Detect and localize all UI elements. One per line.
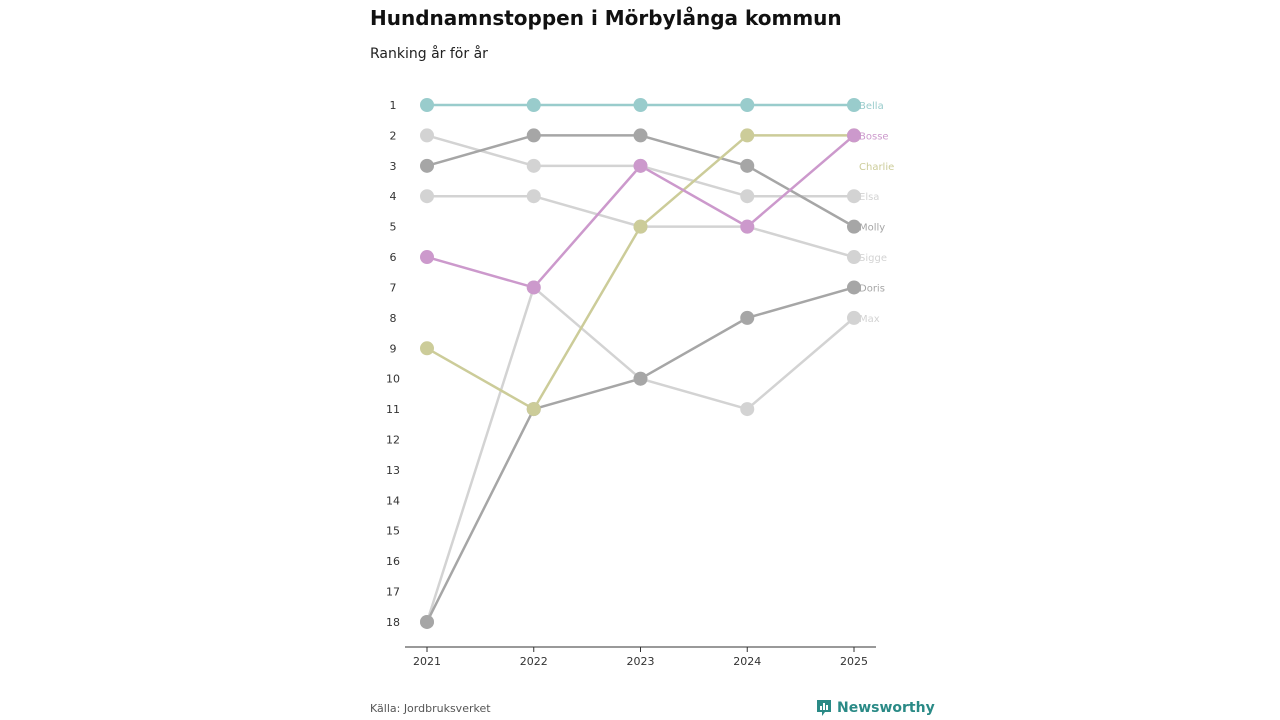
x-tick-2024: 2024 [733,655,761,668]
series-labels: Elsa Sigge Max Molly Doris Charlie Bosse Bella [859,101,894,325]
x-axis: 2021 2022 2023 2024 2025 [405,646,876,668]
point-sigge-2022 [526,158,541,173]
point-max-2024 [740,402,755,417]
line-molly [425,134,856,228]
x-tick-2021: 2021 [413,655,441,668]
point-sigge-2024 [740,189,755,204]
point-doris-2021 [420,614,434,629]
y-tick-4: 4 [390,190,397,203]
y-tick-14: 14 [386,494,400,507]
y-tick-6: 6 [390,251,397,264]
point-bosse-2024 [740,219,755,234]
point-charlie-2021 [420,341,434,356]
y-tick-17: 17 [386,586,400,599]
x-tick-2022: 2022 [520,655,548,668]
point-bosse-2025 [847,128,861,143]
line-charlie [425,134,856,411]
point-molly-2023 [633,128,648,143]
point-sigge-2021 [420,128,434,143]
point-doris-2024 [740,310,755,325]
y-tick-10: 10 [386,373,400,386]
label-bella: Bella [859,101,884,112]
point-bosse-2021 [420,250,434,265]
bar-chart-icon [817,700,831,716]
y-tick-5: 5 [390,221,397,234]
x-tick-2023: 2023 [627,655,655,668]
point-charlie-2022 [526,402,541,417]
point-molly-2021 [420,158,434,173]
point-molly-2024 [740,158,755,173]
label-bosse: Bosse [859,131,889,142]
point-bosse-2023 [633,158,648,173]
point-doris-2023 [633,371,648,386]
point-bella-2024 [740,98,755,112]
y-tick-18: 18 [386,616,400,629]
label-sigge: Sigge [859,253,887,264]
y-tick-1: 1 [390,99,397,112]
point-sigge-2025 [847,189,861,204]
point-bosse-2022 [526,280,541,295]
y-tick-16: 16 [386,555,400,568]
y-tick-8: 8 [390,312,397,325]
point-bella-2025 [847,98,861,112]
y-tick-12: 12 [386,434,400,447]
point-molly-2022 [526,128,541,143]
line-doris [425,286,856,624]
label-max: Max [859,314,880,325]
point-bella-2021 [420,98,434,112]
brand-logo[interactable]: Newsworthy [816,699,935,717]
point-doris-2025 [847,280,861,295]
label-molly: Molly [859,223,885,234]
y-tick-2: 2 [390,129,397,142]
chart-title: Hundnamnstoppen i Mörbylånga kommun [370,6,842,30]
series-lines [425,103,856,624]
label-elsa: Elsa [859,192,879,203]
point-elsa-2021 [420,189,434,204]
point-bella-2023 [633,98,648,112]
series-points [420,98,861,629]
source-note: Källa: Jordbruksverket [370,702,491,715]
point-elsa-2025 [847,250,861,265]
y-tick-11: 11 [386,403,400,416]
y-tick-9: 9 [390,342,397,355]
point-charlie-2023 [633,219,648,234]
point-bella-2022 [526,98,541,112]
y-tick-3: 3 [390,160,397,173]
point-molly-2025 [847,219,861,234]
point-charlie-2024 [740,128,755,143]
label-doris: Doris [859,283,885,294]
y-tick-13: 13 [386,464,400,477]
line-bosse [425,134,856,289]
brand-name: Newsworthy [837,700,935,716]
label-charlie: Charlie [859,162,894,173]
x-tick-2025: 2025 [840,655,868,668]
line-max [425,286,856,624]
y-tick-15: 15 [386,525,400,538]
point-elsa-2022 [526,189,541,204]
point-max-2025 [847,310,861,325]
chart-subtitle: Ranking år för år [370,46,488,62]
y-tick-7: 7 [390,281,397,294]
